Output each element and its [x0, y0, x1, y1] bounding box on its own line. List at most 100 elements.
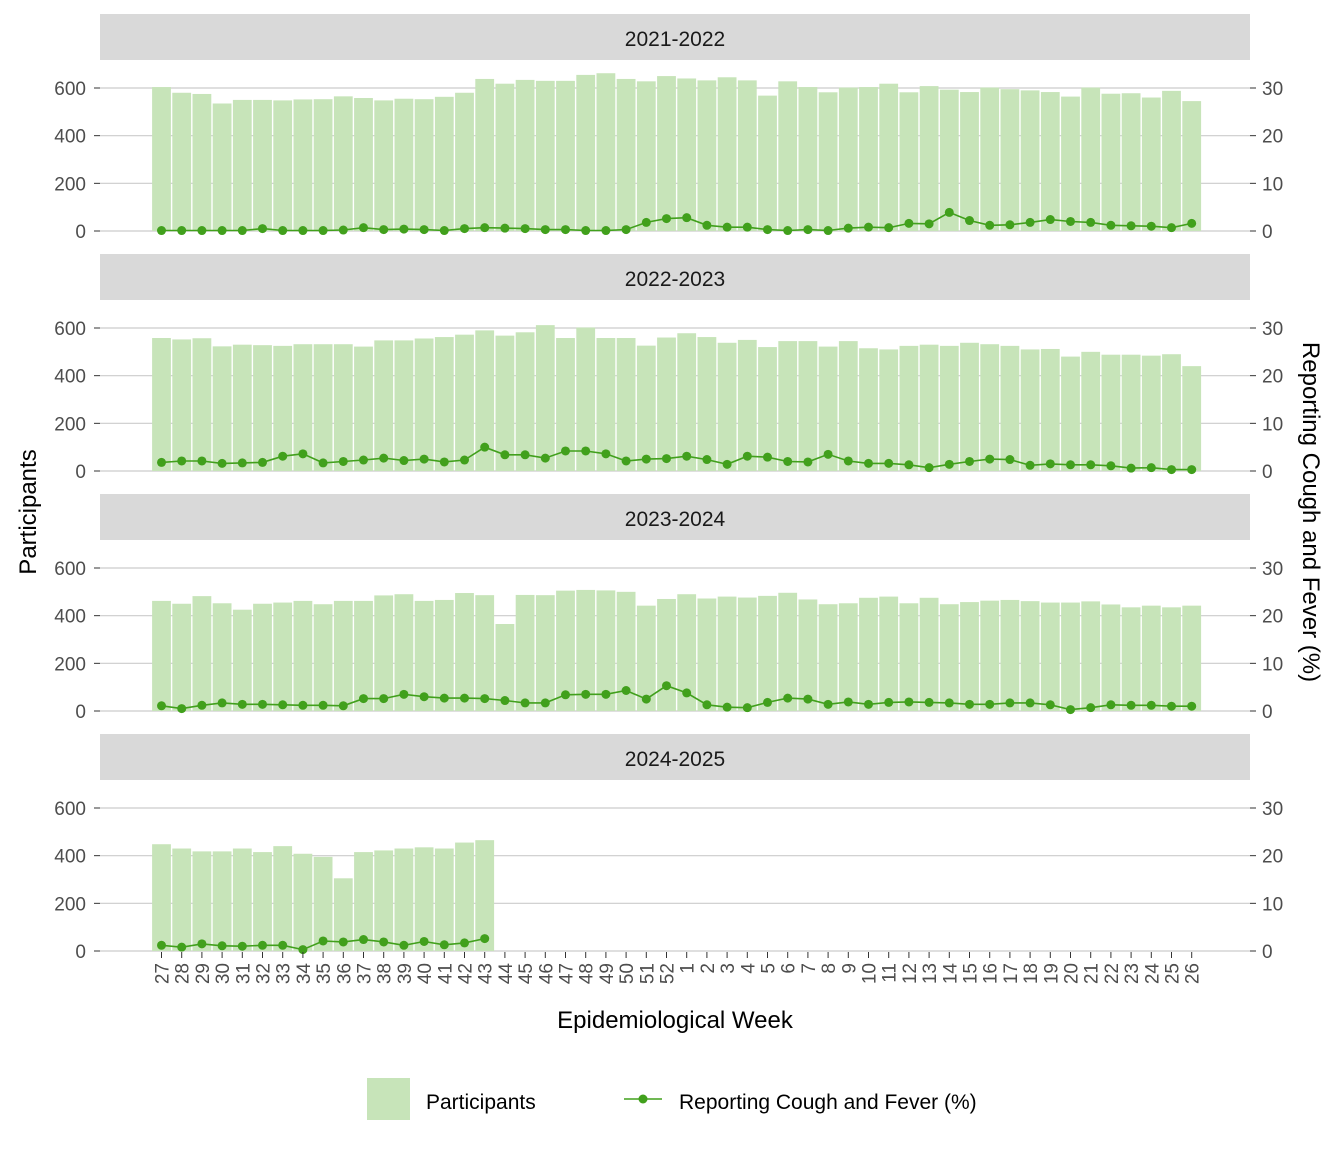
y-tick-label: 200: [54, 654, 86, 675]
x-tick-label: 33: [274, 963, 295, 984]
participants-bar: [253, 99, 272, 232]
cough-fever-point: [742, 222, 752, 232]
y-tick-label: 600: [54, 799, 86, 820]
participants-bar: [1162, 607, 1181, 711]
cough-fever-point: [217, 698, 227, 708]
cough-fever-point: [621, 456, 631, 466]
participants-bar: [717, 596, 737, 711]
participants-bar: [636, 605, 656, 711]
cough-fever-point: [1045, 459, 1055, 469]
participants-bar: [1101, 93, 1121, 231]
participants-bar: [253, 345, 272, 471]
cough-fever-point: [864, 699, 873, 709]
participants-bar: [899, 345, 919, 471]
participants-bar: [1101, 354, 1121, 471]
x-tick-label: 19: [1041, 963, 1062, 984]
cough-fever-point: [702, 220, 712, 230]
cough-fever-point: [843, 456, 853, 466]
cough-fever-point: [843, 697, 853, 707]
cough-fever-point: [722, 459, 732, 469]
cough-fever-point: [217, 226, 227, 236]
cough-fever-point: [379, 937, 389, 947]
participants-bar: [475, 595, 495, 711]
participants-bar: [677, 333, 697, 471]
x-tick-label: 26: [1183, 963, 1204, 984]
participants-bar: [515, 594, 535, 711]
participants-bar: [1040, 92, 1060, 231]
x-tick-label: 35: [314, 963, 335, 984]
participants-bar: [636, 81, 656, 232]
facet-label: 2022-2023: [625, 268, 725, 291]
cough-fever-point: [1045, 700, 1055, 710]
participants-bar: [798, 599, 818, 711]
cough-fever-point: [1005, 220, 1015, 230]
participants-bar: [737, 339, 757, 471]
cough-fever-point: [177, 704, 187, 714]
participants-bar: [1182, 605, 1202, 711]
cough-fever-point: [1106, 461, 1116, 471]
cough-fever-point: [702, 700, 712, 710]
cough-fever-point: [702, 455, 712, 465]
participants-bar: [1141, 97, 1161, 232]
cough-fever-point: [298, 700, 308, 710]
participants-bar: [919, 597, 939, 711]
participants-bar: [596, 338, 616, 471]
participants-bar: [232, 609, 252, 711]
participants-bar: [172, 848, 192, 951]
x-tick-label: 50: [617, 963, 638, 984]
y-tick-label: 200: [54, 414, 86, 435]
participants-bar: [960, 602, 979, 711]
participants-bar: [253, 852, 272, 951]
y-tick-label: 600: [54, 559, 86, 580]
participants-bar: [232, 344, 252, 471]
participants-bar: [455, 334, 474, 471]
participants-bar: [313, 99, 333, 232]
cough-fever-point: [480, 694, 490, 704]
cough-fever-point: [379, 453, 389, 463]
x-tick-label: 10: [860, 963, 881, 984]
participants-bar: [293, 344, 313, 471]
x-tick-label: 38: [375, 963, 396, 984]
cough-fever-point: [520, 224, 530, 234]
cough-fever-point: [217, 458, 227, 468]
participants-bar: [1020, 90, 1040, 231]
cough-fever-point: [864, 222, 873, 232]
x-tick-label: 12: [900, 963, 921, 984]
participants-bar: [293, 853, 313, 951]
cough-fever-point: [460, 455, 469, 465]
cough-fever-point: [561, 446, 570, 456]
participants-bar: [455, 92, 474, 232]
cough-fever-point: [1167, 701, 1176, 711]
cough-fever-point: [884, 223, 894, 233]
participants-bar: [475, 78, 495, 232]
y2-tick-label: 30: [1262, 319, 1283, 340]
participants-bar: [980, 344, 1000, 471]
cough-fever-point: [278, 940, 288, 950]
cough-fever-line: [161, 684, 1192, 711]
facet-panel: 2024-2025 0 200 400 600 0 10 20 30: [54, 734, 1283, 963]
cough-fever-point: [359, 223, 368, 233]
y2-tick-label: 10: [1262, 654, 1283, 675]
participants-bar: [394, 340, 414, 471]
cough-fever-point: [278, 700, 288, 710]
y-tick-label: 600: [54, 319, 86, 340]
participants-bar: [879, 83, 899, 232]
cough-fever-point: [763, 697, 772, 707]
cough-fever-point: [399, 224, 409, 234]
cough-fever-point: [480, 223, 490, 233]
cough-fever-point: [662, 454, 671, 464]
participants-bar: [374, 100, 394, 231]
participants-bar: [556, 590, 575, 711]
cough-fever-point: [1086, 460, 1096, 470]
cough-fever-point: [904, 460, 914, 470]
cough-fever-point: [157, 940, 166, 950]
cough-fever-point: [823, 449, 833, 459]
cough-fever-point: [359, 455, 368, 465]
participants-bar: [737, 80, 757, 231]
cough-fever-point: [157, 457, 166, 467]
cough-fever-point: [157, 701, 166, 711]
participants-bar: [1040, 602, 1060, 711]
participants-bar: [535, 80, 555, 231]
cough-fever-point: [1086, 703, 1096, 713]
legend-label-participants: Participants: [426, 1091, 536, 1114]
